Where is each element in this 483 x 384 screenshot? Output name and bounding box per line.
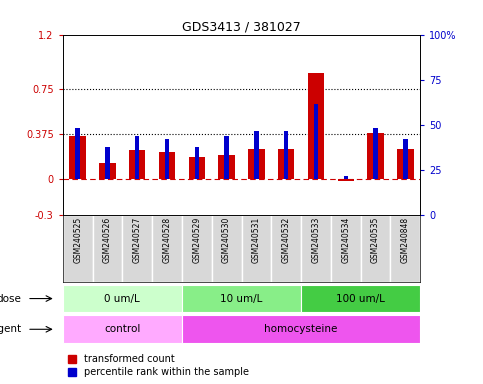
Bar bbox=[284, 131, 288, 179]
Bar bbox=[63, 316, 182, 343]
Bar bbox=[182, 285, 301, 313]
Bar bbox=[373, 128, 378, 179]
Bar bbox=[314, 104, 318, 179]
Text: GSM240848: GSM240848 bbox=[401, 217, 410, 263]
Bar bbox=[135, 136, 140, 179]
Text: GSM240532: GSM240532 bbox=[282, 217, 291, 263]
Bar bbox=[189, 157, 205, 179]
Bar bbox=[63, 285, 182, 313]
Bar bbox=[308, 73, 324, 179]
Bar bbox=[368, 133, 384, 179]
FancyBboxPatch shape bbox=[63, 215, 93, 282]
Text: 0 um/L: 0 um/L bbox=[104, 293, 140, 304]
Bar bbox=[225, 136, 229, 179]
FancyBboxPatch shape bbox=[301, 215, 331, 282]
Text: dose: dose bbox=[0, 293, 22, 304]
Bar bbox=[338, 179, 354, 181]
FancyBboxPatch shape bbox=[212, 215, 242, 282]
Text: homocysteine: homocysteine bbox=[264, 324, 338, 334]
Text: GSM240529: GSM240529 bbox=[192, 217, 201, 263]
FancyBboxPatch shape bbox=[271, 215, 301, 282]
Bar bbox=[301, 285, 420, 313]
Bar bbox=[397, 149, 413, 179]
FancyBboxPatch shape bbox=[242, 215, 271, 282]
Text: GSM240525: GSM240525 bbox=[73, 217, 82, 263]
FancyBboxPatch shape bbox=[390, 215, 420, 282]
Bar bbox=[278, 149, 294, 179]
Bar bbox=[182, 316, 420, 343]
FancyBboxPatch shape bbox=[152, 215, 182, 282]
Bar bbox=[195, 147, 199, 179]
Text: GSM240534: GSM240534 bbox=[341, 217, 350, 263]
Bar bbox=[70, 136, 86, 179]
FancyBboxPatch shape bbox=[331, 215, 361, 282]
Title: GDS3413 / 381027: GDS3413 / 381027 bbox=[182, 20, 301, 33]
FancyBboxPatch shape bbox=[122, 215, 152, 282]
Bar bbox=[129, 150, 145, 179]
FancyBboxPatch shape bbox=[93, 215, 122, 282]
FancyBboxPatch shape bbox=[361, 215, 390, 282]
Text: GSM240531: GSM240531 bbox=[252, 217, 261, 263]
Bar bbox=[159, 152, 175, 179]
Bar bbox=[343, 176, 348, 179]
Bar bbox=[105, 147, 110, 179]
FancyBboxPatch shape bbox=[182, 215, 212, 282]
Text: GSM240530: GSM240530 bbox=[222, 217, 231, 263]
Text: GSM240535: GSM240535 bbox=[371, 217, 380, 263]
Bar bbox=[165, 139, 169, 179]
Bar bbox=[218, 155, 235, 179]
Text: agent: agent bbox=[0, 324, 22, 334]
Legend: transformed count, percentile rank within the sample: transformed count, percentile rank withi… bbox=[68, 354, 249, 377]
Text: GSM240528: GSM240528 bbox=[163, 217, 171, 263]
Bar bbox=[75, 128, 80, 179]
Text: GSM240527: GSM240527 bbox=[133, 217, 142, 263]
Text: 100 um/L: 100 um/L bbox=[336, 293, 385, 304]
Bar bbox=[254, 131, 258, 179]
Text: GSM240526: GSM240526 bbox=[103, 217, 112, 263]
Text: GSM240533: GSM240533 bbox=[312, 217, 320, 263]
Bar bbox=[99, 163, 115, 179]
Text: 10 um/L: 10 um/L bbox=[220, 293, 263, 304]
Text: control: control bbox=[104, 324, 141, 334]
Bar bbox=[403, 139, 408, 179]
Bar bbox=[248, 149, 265, 179]
